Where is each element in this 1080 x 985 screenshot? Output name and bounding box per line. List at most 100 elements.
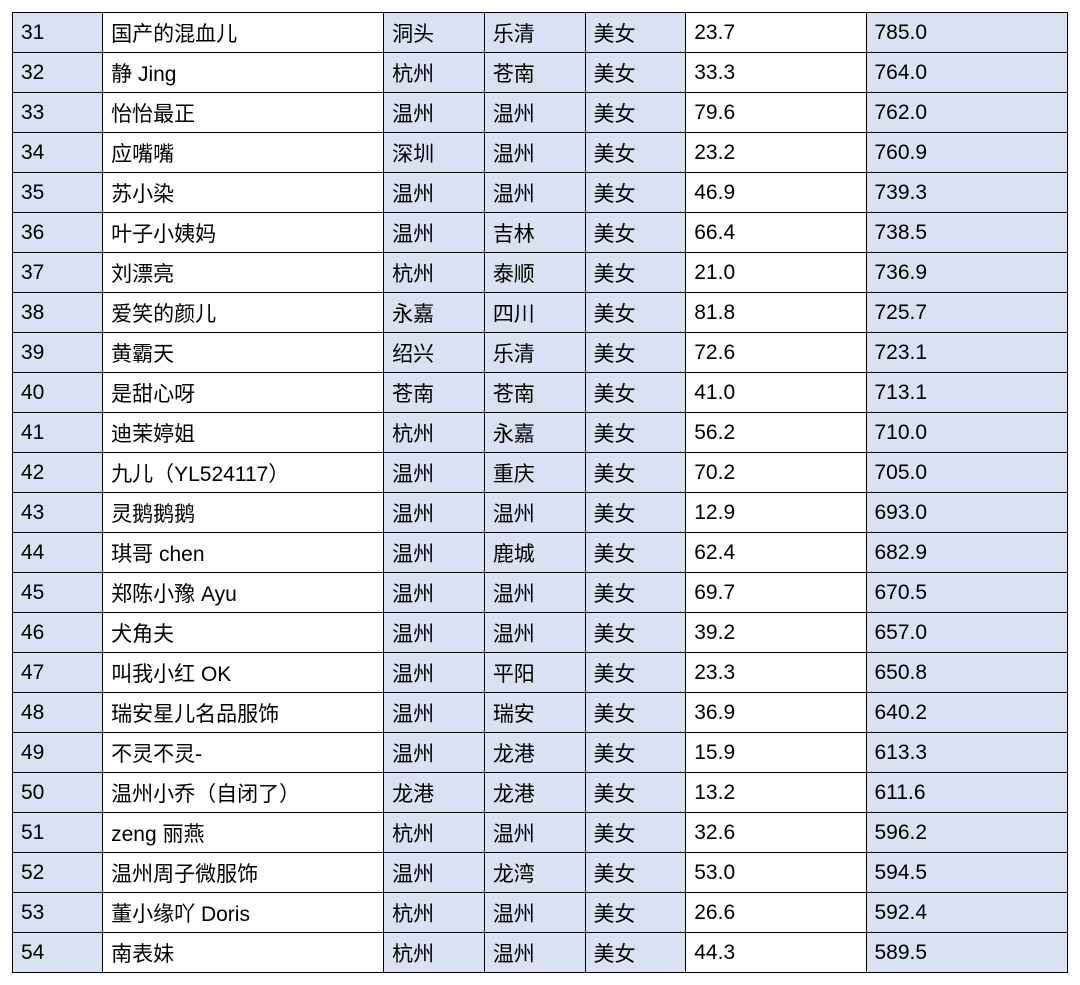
cell-name: 国产的混血儿	[103, 13, 384, 53]
cell-gender: 美女	[585, 333, 686, 373]
cell-city2: 泰顺	[484, 253, 585, 293]
cell-val1: 79.6	[686, 93, 866, 133]
cell-city2: 永嘉	[484, 413, 585, 453]
cell-name: 温州周子微服饰	[103, 853, 384, 893]
cell-val2: 762.0	[866, 93, 1068, 133]
cell-city1: 温州	[384, 693, 485, 733]
cell-city2: 温州	[484, 173, 585, 213]
cell-gender: 美女	[585, 93, 686, 133]
cell-val2: 613.3	[866, 733, 1068, 773]
cell-city2: 龙湾	[484, 853, 585, 893]
table-row: 53董小缘吖 Doris杭州温州美女26.6592.4	[13, 893, 1068, 933]
cell-val1: 21.0	[686, 253, 866, 293]
cell-name: 怡怡最正	[103, 93, 384, 133]
cell-val2: 596.2	[866, 813, 1068, 853]
cell-val1: 62.4	[686, 533, 866, 573]
cell-val1: 39.2	[686, 613, 866, 653]
cell-gender: 美女	[585, 693, 686, 733]
table-row: 49不灵不灵-温州龙港美女15.9613.3	[13, 733, 1068, 773]
table-row: 31国产的混血儿洞头乐清美女23.7785.0	[13, 13, 1068, 53]
cell-city2: 温州	[484, 613, 585, 653]
cell-city2: 平阳	[484, 653, 585, 693]
cell-rank: 37	[13, 253, 103, 293]
cell-val2: 723.1	[866, 333, 1068, 373]
cell-gender: 美女	[585, 773, 686, 813]
cell-rank: 54	[13, 933, 103, 973]
table-row: 43灵鹅鹅鹅温州温州美女12.9693.0	[13, 493, 1068, 533]
table-row: 38爱笑的颜儿永嘉四川美女81.8725.7	[13, 293, 1068, 333]
table-row: 50温州小乔（自闭了）龙港龙港美女13.2611.6	[13, 773, 1068, 813]
cell-val2: 640.2	[866, 693, 1068, 733]
cell-gender: 美女	[585, 133, 686, 173]
table-row: 47叫我小红 OK温州平阳美女23.3650.8	[13, 653, 1068, 693]
cell-gender: 美女	[585, 533, 686, 573]
cell-rank: 34	[13, 133, 103, 173]
cell-name: 灵鹅鹅鹅	[103, 493, 384, 533]
cell-rank: 43	[13, 493, 103, 533]
cell-gender: 美女	[585, 853, 686, 893]
table-row: 39黄霸天绍兴乐清美女72.6723.1	[13, 333, 1068, 373]
cell-city1: 绍兴	[384, 333, 485, 373]
cell-gender: 美女	[585, 733, 686, 773]
table-row: 34应嘴嘴深圳温州美女23.2760.9	[13, 133, 1068, 173]
cell-val2: 682.9	[866, 533, 1068, 573]
cell-rank: 40	[13, 373, 103, 413]
cell-rank: 53	[13, 893, 103, 933]
cell-name: 应嘴嘴	[103, 133, 384, 173]
cell-city2: 温州	[484, 933, 585, 973]
cell-val1: 69.7	[686, 573, 866, 613]
table-row: 48瑞安星儿名品服饰温州瑞安美女36.9640.2	[13, 693, 1068, 733]
cell-val1: 72.6	[686, 333, 866, 373]
table-row: 42九儿（YL524117）温州重庆美女70.2705.0	[13, 453, 1068, 493]
cell-city1: 杭州	[384, 53, 485, 93]
cell-val2: 764.0	[866, 53, 1068, 93]
cell-val1: 53.0	[686, 853, 866, 893]
cell-city1: 温州	[384, 493, 485, 533]
cell-city1: 杭州	[384, 893, 485, 933]
cell-name: 黄霸天	[103, 333, 384, 373]
cell-rank: 38	[13, 293, 103, 333]
cell-val1: 32.6	[686, 813, 866, 853]
cell-gender: 美女	[585, 253, 686, 293]
cell-val1: 44.3	[686, 933, 866, 973]
cell-val1: 46.9	[686, 173, 866, 213]
cell-city1: 温州	[384, 453, 485, 493]
cell-city1: 洞头	[384, 13, 485, 53]
cell-gender: 美女	[585, 413, 686, 453]
table-row: 45郑陈小豫 Ayu温州温州美女69.7670.5	[13, 573, 1068, 613]
cell-city1: 龙港	[384, 773, 485, 813]
cell-val1: 23.3	[686, 653, 866, 693]
cell-val1: 81.8	[686, 293, 866, 333]
cell-val2: 739.3	[866, 173, 1068, 213]
table-row: 36叶子小姨妈温州吉林美女66.4738.5	[13, 213, 1068, 253]
table-row: 32 静 Jing杭州苍南美女33.3764.0	[13, 53, 1068, 93]
table-row: 44琪哥 chen温州鹿城美女62.4682.9	[13, 533, 1068, 573]
cell-rank: 33	[13, 93, 103, 133]
cell-name: 不灵不灵-	[103, 733, 384, 773]
cell-city1: 苍南	[384, 373, 485, 413]
cell-val1: 13.2	[686, 773, 866, 813]
cell-val1: 33.3	[686, 53, 866, 93]
cell-city2: 温州	[484, 93, 585, 133]
cell-val1: 15.9	[686, 733, 866, 773]
cell-name: 迪茉婷姐	[103, 413, 384, 453]
cell-name: 爱笑的颜儿	[103, 293, 384, 333]
cell-city2: 温州	[484, 133, 585, 173]
table-body: 31国产的混血儿洞头乐清美女23.7785.032 静 Jing杭州苍南美女33…	[13, 13, 1068, 973]
cell-gender: 美女	[585, 453, 686, 493]
cell-city1: 温州	[384, 853, 485, 893]
cell-city2: 乐清	[484, 13, 585, 53]
cell-gender: 美女	[585, 53, 686, 93]
cell-rank: 52	[13, 853, 103, 893]
cell-name: 董小缘吖 Doris	[103, 893, 384, 933]
cell-city2: 温州	[484, 893, 585, 933]
cell-val1: 26.6	[686, 893, 866, 933]
table-row: 33怡怡最正温州温州美女79.6762.0	[13, 93, 1068, 133]
cell-city1: 温州	[384, 533, 485, 573]
cell-city2: 龙港	[484, 773, 585, 813]
cell-rank: 44	[13, 533, 103, 573]
cell-val2: 725.7	[866, 293, 1068, 333]
cell-city2: 吉林	[484, 213, 585, 253]
cell-rank: 49	[13, 733, 103, 773]
cell-city1: 温州	[384, 613, 485, 653]
